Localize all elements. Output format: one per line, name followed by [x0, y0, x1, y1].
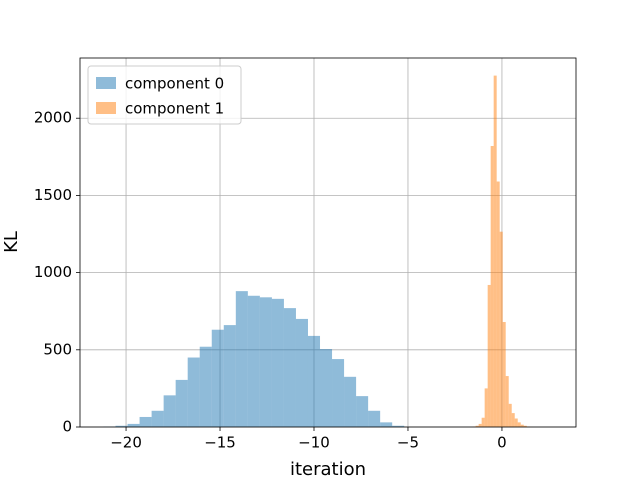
- y-tick-label: 500: [43, 340, 72, 358]
- bar: [344, 377, 356, 427]
- bar: [200, 347, 212, 427]
- legend-swatch: [96, 102, 116, 114]
- y-tick-label: 2000: [34, 109, 72, 127]
- bar: [494, 76, 497, 427]
- legend-label: component 1: [125, 100, 224, 118]
- x-tick-label: −10: [298, 434, 330, 452]
- bar: [500, 232, 503, 427]
- bar: [152, 411, 164, 427]
- bar: [479, 424, 482, 427]
- bar: [128, 424, 140, 427]
- bar: [224, 325, 236, 427]
- bar: [260, 297, 272, 427]
- bar: [188, 358, 200, 427]
- bar: [332, 359, 344, 427]
- bar: [176, 380, 188, 427]
- bar: [272, 299, 284, 427]
- legend-swatch: [96, 77, 116, 89]
- bar: [482, 418, 485, 427]
- bar: [236, 291, 248, 427]
- bar: [356, 396, 368, 427]
- bar: [488, 285, 491, 427]
- x-tick-label: −20: [110, 434, 142, 452]
- bar: [515, 419, 518, 427]
- bar: [164, 395, 176, 427]
- bar: [518, 422, 521, 427]
- bar: [491, 146, 494, 427]
- bar: [320, 349, 332, 427]
- legend-label: component 0: [125, 75, 224, 93]
- bar: [485, 388, 488, 427]
- bar: [284, 308, 296, 427]
- bar: [380, 422, 392, 427]
- bars: [103, 76, 532, 427]
- y-tick-label: 1500: [34, 186, 72, 204]
- bar: [503, 322, 506, 427]
- bar: [308, 336, 320, 427]
- bar: [296, 319, 308, 427]
- bar: [140, 417, 152, 427]
- bar: [497, 182, 500, 427]
- bar: [248, 296, 260, 427]
- bar: [512, 413, 515, 427]
- y-tick-label: 0: [62, 418, 72, 436]
- bar: [368, 411, 380, 427]
- bar: [509, 404, 512, 427]
- x-tick-label: −5: [397, 434, 419, 452]
- x-tick-label: −15: [204, 434, 236, 452]
- bar: [212, 330, 224, 427]
- x-axis-label: iteration: [290, 459, 366, 480]
- bar: [506, 376, 509, 427]
- y-axis-label: KL: [1, 231, 22, 253]
- y-tick-label: 1000: [34, 263, 72, 281]
- x-tick-label: 0: [497, 434, 507, 452]
